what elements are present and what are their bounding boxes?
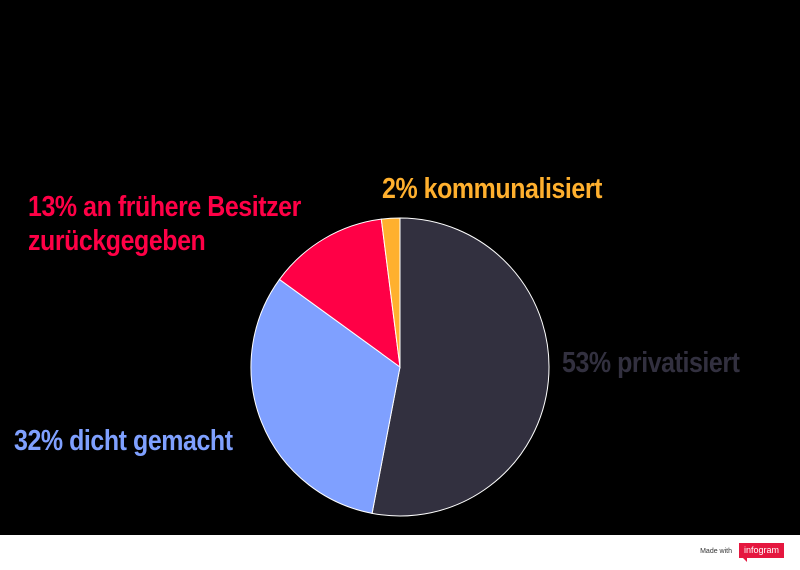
pie-slice-2 [278,218,401,369]
slice-label-kommunalisiert: 2% kommunalisiert [382,173,603,205]
infogram-logo[interactable]: infogram [738,543,784,562]
slice-label-dicht-gemacht: 32% dicht gemacht [14,425,233,457]
slice-label-zurueckgegeben: 13% an frühere Besitzer zurückgegeben [28,190,301,258]
pie-slice-1 [250,278,401,514]
pie-chart [250,217,550,517]
slice-label-privatisiert: 53% privatisiert [562,347,740,379]
pie-slice-0 [371,217,550,517]
made-with-text: Made with [700,548,732,555]
chart-area: 2% kommunalisiert 13% an frühere Besitze… [14,173,740,517]
pie-slice-3 [380,217,401,368]
footer: Made with infogram [0,535,800,570]
slice-label-zurueckgegeben-line2: zurückgegeben [28,225,206,257]
slice-label-zurueckgegeben-line1: 13% an frühere Besitzer [28,191,301,223]
